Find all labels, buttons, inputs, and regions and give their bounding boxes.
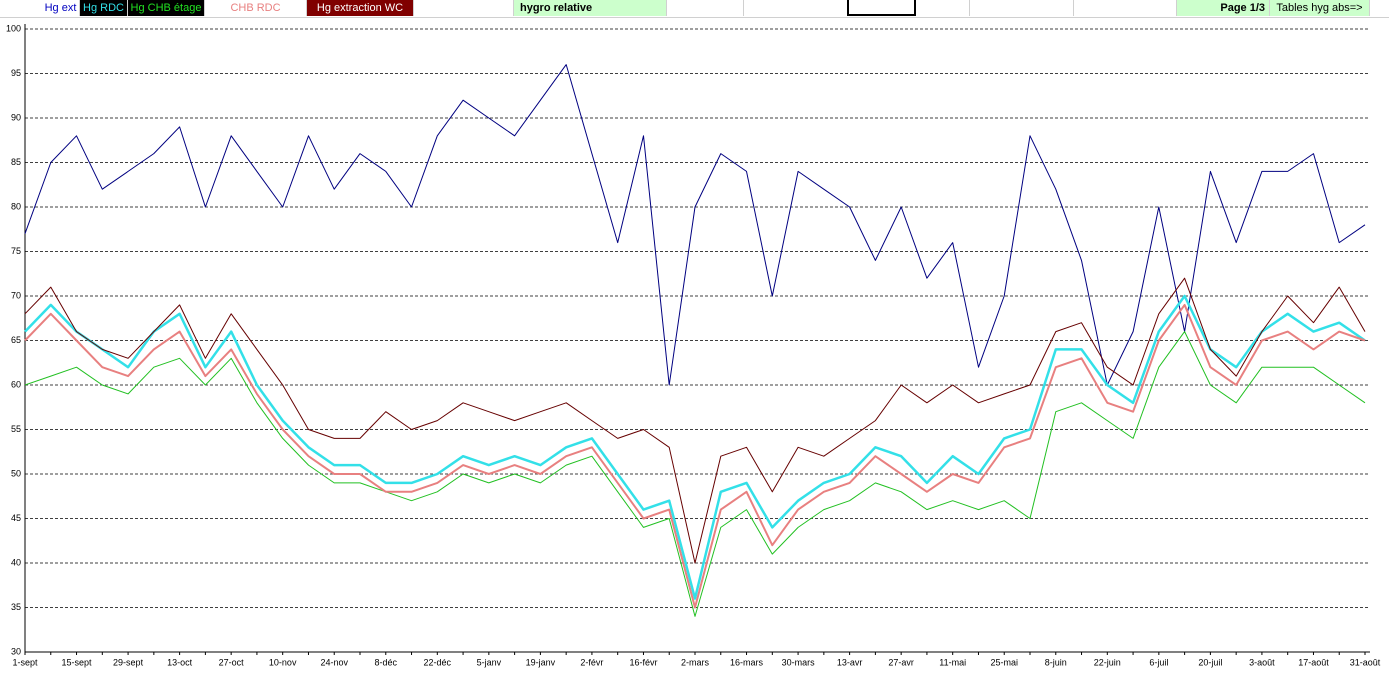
- legend-entry[interactable]: Hg ext: [42, 0, 80, 16]
- sheet-header-row: Hg ext Hg RDC Hg CHB étage CHB RDC Hg ex…: [0, 0, 1389, 18]
- y-tick-label: 100: [6, 23, 21, 33]
- x-tick-label: 5-janv: [477, 657, 502, 667]
- x-tick-label: 10-nov: [269, 657, 297, 667]
- x-tick-label: 1-sept: [12, 657, 38, 667]
- x-tick-label: 8-juin: [1045, 657, 1067, 667]
- x-tick-label: 8-déc: [375, 657, 398, 667]
- page-indicator: Page 1/3: [1177, 0, 1270, 16]
- x-tick-label: 22-déc: [424, 657, 452, 667]
- x-tick-label: 31-août: [1350, 657, 1381, 667]
- y-tick-label: 40: [11, 557, 21, 567]
- link-button[interactable]: Tables hyg abs=>: [1270, 0, 1370, 16]
- cell[interactable]: [916, 0, 970, 16]
- sheet-title[interactable]: hygro relative: [514, 0, 667, 16]
- x-tick-label: 19-janv: [526, 657, 556, 667]
- y-tick-label: 45: [11, 513, 21, 523]
- y-tick-label: 80: [11, 201, 21, 211]
- x-tick-label: 13-avr: [837, 657, 863, 667]
- x-tick-label: 2-févr: [580, 657, 603, 667]
- x-tick-label: 17-août: [1298, 657, 1329, 667]
- series-line: [24, 331, 1366, 617]
- series-line: [24, 277, 1366, 564]
- x-tick-label: 29-sept: [113, 657, 144, 667]
- x-tick-label: 15-sept: [62, 657, 93, 667]
- y-tick-label: 30: [11, 646, 21, 656]
- x-tick-label: 2-mars: [681, 657, 710, 667]
- selected-cell[interactable]: [847, 0, 916, 16]
- x-tick-label: 16-févr: [629, 657, 657, 667]
- x-tick-label: 22-juin: [1094, 657, 1121, 667]
- series-line: [24, 303, 1366, 609]
- cell[interactable]: [667, 0, 744, 16]
- x-tick-label: 3-août: [1249, 657, 1275, 667]
- cell[interactable]: [414, 0, 514, 16]
- x-tick-label: 27-avr: [888, 657, 914, 667]
- legend-entry[interactable]: CHB RDC: [205, 0, 307, 16]
- y-tick-label: 70: [11, 290, 21, 300]
- x-tick-label: 20-juil: [1198, 657, 1222, 667]
- series-line: [24, 64, 1366, 386]
- x-tick-label: 25-mai: [990, 657, 1018, 667]
- y-tick-label: 90: [11, 112, 21, 122]
- x-tick-label: 30-mars: [782, 657, 816, 667]
- y-tick-label: 55: [11, 424, 21, 434]
- y-tick-label: 60: [11, 379, 21, 389]
- x-tick-label: 24-nov: [320, 657, 348, 667]
- y-tick-label: 35: [11, 602, 21, 612]
- x-tick-label: 6-juil: [1149, 657, 1168, 667]
- legend-entry[interactable]: Hg extraction WC: [307, 0, 414, 16]
- cell[interactable]: [1074, 0, 1177, 16]
- y-tick-label: 75: [11, 246, 21, 256]
- x-tick-label: 11-mai: [939, 657, 966, 667]
- y-tick-label: 85: [11, 157, 21, 167]
- y-tick-label: 95: [11, 68, 21, 78]
- legend-entry[interactable]: Hg CHB étage: [128, 0, 205, 16]
- x-tick-label: 16-mars: [730, 657, 764, 667]
- y-tick-label: 65: [11, 335, 21, 345]
- legend-entry[interactable]: Hg RDC: [80, 0, 128, 16]
- cell[interactable]: [970, 0, 1074, 16]
- y-tick-label: 50: [11, 468, 21, 478]
- series-line: [24, 294, 1366, 600]
- x-tick-label: 27-oct: [219, 657, 245, 667]
- x-tick-label: 13-oct: [167, 657, 193, 667]
